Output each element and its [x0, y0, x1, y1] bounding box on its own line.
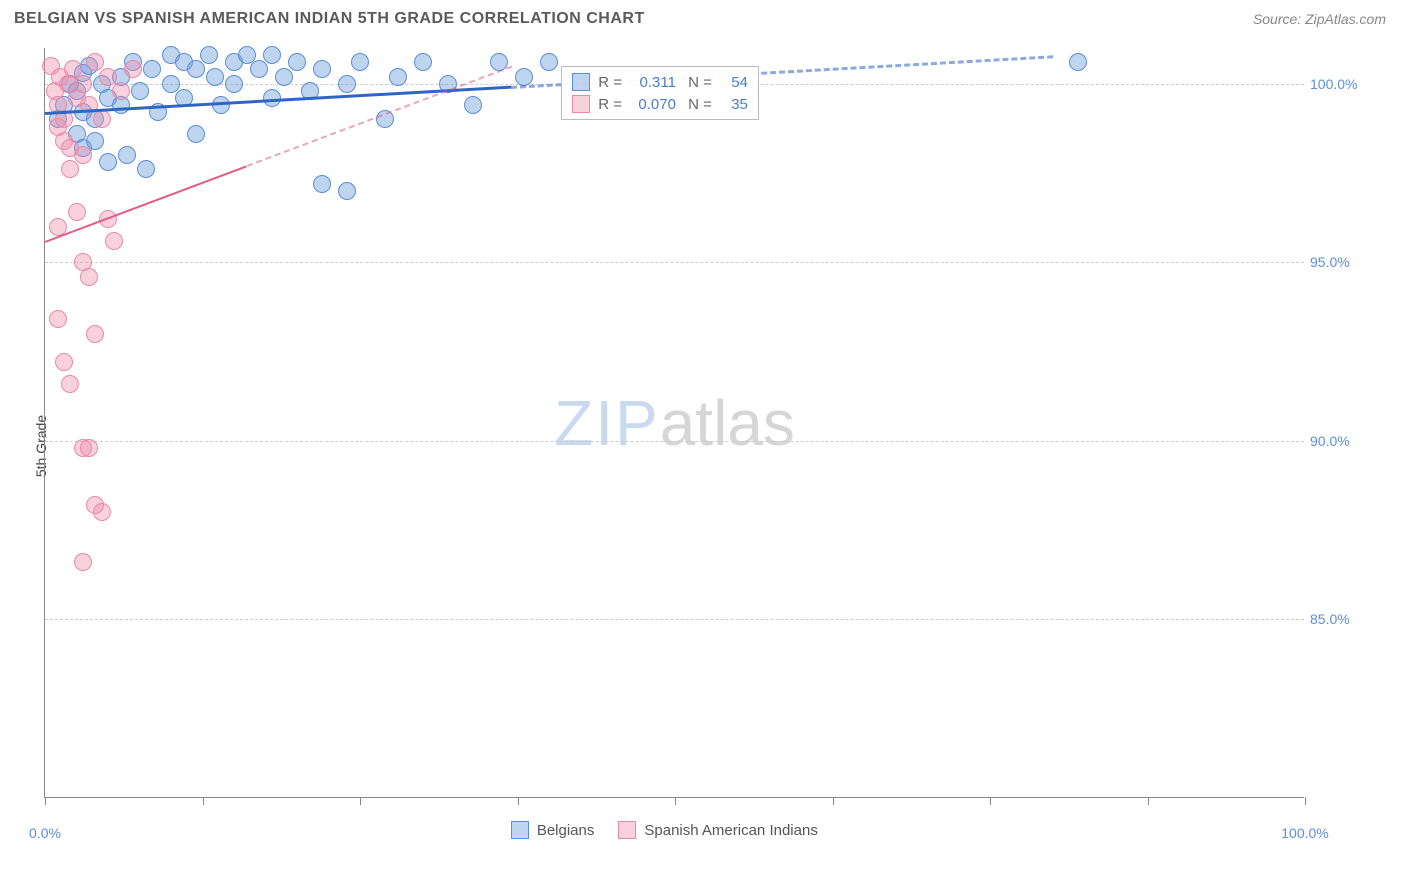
scatter-point — [206, 68, 224, 86]
r-label: R = — [598, 96, 622, 113]
gridline-h — [45, 619, 1304, 620]
x-tick — [518, 797, 519, 805]
x-tick — [990, 797, 991, 805]
legend-label: Spanish American Indians — [644, 822, 817, 839]
gridline-h — [45, 441, 1304, 442]
scatter-point — [225, 75, 243, 93]
scatter-point — [288, 53, 306, 71]
info-row: R = 0.311 N = 54 — [572, 71, 748, 93]
scatter-point — [263, 46, 281, 64]
x-tick-label: 0.0% — [29, 825, 61, 841]
n-label: N = — [684, 96, 712, 113]
scatter-point — [515, 68, 533, 86]
scatter-point — [68, 203, 86, 221]
info-row: R = 0.070 N = 35 — [572, 93, 748, 115]
n-label: N = — [684, 74, 712, 91]
y-tick-label: 90.0% — [1304, 433, 1356, 449]
scatter-point — [99, 153, 117, 171]
scatter-point — [313, 60, 331, 78]
watermark-atlas: atlas — [660, 387, 795, 459]
scatter-point — [414, 53, 432, 71]
scatter-point — [187, 125, 205, 143]
scatter-point — [55, 353, 73, 371]
scatter-point — [93, 503, 111, 521]
scatter-point — [86, 132, 104, 150]
scatter-point — [338, 182, 356, 200]
scatter-point — [74, 75, 92, 93]
r-label: R = — [598, 74, 622, 91]
scatter-point — [137, 160, 155, 178]
scatter-point — [61, 375, 79, 393]
scatter-point — [80, 439, 98, 457]
x-tick — [833, 797, 834, 805]
scatter-point — [143, 60, 161, 78]
scatter-point — [338, 75, 356, 93]
r-value: 0.070 — [630, 96, 676, 113]
scatter-point — [61, 160, 79, 178]
scatter-point — [275, 68, 293, 86]
scatter-point — [74, 553, 92, 571]
scatter-point — [1069, 53, 1087, 71]
scatter-point — [313, 175, 331, 193]
scatter-point — [200, 46, 218, 64]
correlation-info-box: R = 0.311 N = 54 R = 0.070 N = 35 — [561, 66, 759, 120]
scatter-point — [187, 60, 205, 78]
scatter-point — [118, 146, 136, 164]
gridline-h — [45, 262, 1304, 263]
scatter-point — [131, 82, 149, 100]
scatter-point — [250, 60, 268, 78]
x-tick — [1305, 797, 1306, 805]
legend-label: Belgians — [537, 822, 595, 839]
chart-header: BELGIAN VS SPANISH AMERICAN INDIAN 5TH G… — [0, 0, 1406, 36]
scatter-point — [112, 82, 130, 100]
y-tick-label: 85.0% — [1304, 611, 1356, 627]
watermark: ZIPatlas — [554, 386, 795, 460]
scatter-point — [74, 146, 92, 164]
x-tick — [45, 797, 46, 805]
scatter-point — [93, 110, 111, 128]
legend-swatch — [618, 821, 636, 839]
scatter-point — [105, 232, 123, 250]
n-value: 54 — [720, 74, 748, 91]
plot-area: ZIPatlas 100.0%95.0%90.0%85.0%0.0%100.0%… — [44, 48, 1304, 798]
x-tick — [1148, 797, 1149, 805]
x-tick — [675, 797, 676, 805]
x-tick — [360, 797, 361, 805]
scatter-point — [124, 60, 142, 78]
scatter-point — [389, 68, 407, 86]
scatter-point — [351, 53, 369, 71]
chart-title: BELGIAN VS SPANISH AMERICAN INDIAN 5TH G… — [14, 10, 645, 28]
y-tick-label: 100.0% — [1304, 76, 1356, 92]
series-swatch — [572, 95, 590, 113]
scatter-point — [464, 96, 482, 114]
legend-swatch — [511, 821, 529, 839]
chart-source: Source: ZipAtlas.com — [1253, 11, 1386, 27]
r-value: 0.311 — [630, 74, 676, 91]
legend-item: Spanish American Indians — [618, 821, 817, 839]
x-tick — [203, 797, 204, 805]
x-tick-label: 100.0% — [1281, 825, 1328, 841]
chart-container: ZIPatlas 100.0%95.0%90.0%85.0%0.0%100.0%… — [44, 48, 1354, 798]
scatter-point — [80, 268, 98, 286]
legend-item: Belgians — [511, 821, 595, 839]
scatter-point — [86, 325, 104, 343]
n-value: 35 — [720, 96, 748, 113]
scatter-point — [540, 53, 558, 71]
scatter-point — [49, 310, 67, 328]
bottom-legend: Belgians Spanish American Indians — [511, 821, 818, 839]
series-swatch — [572, 73, 590, 91]
y-tick-label: 95.0% — [1304, 254, 1356, 270]
watermark-zip: ZIP — [554, 387, 660, 459]
